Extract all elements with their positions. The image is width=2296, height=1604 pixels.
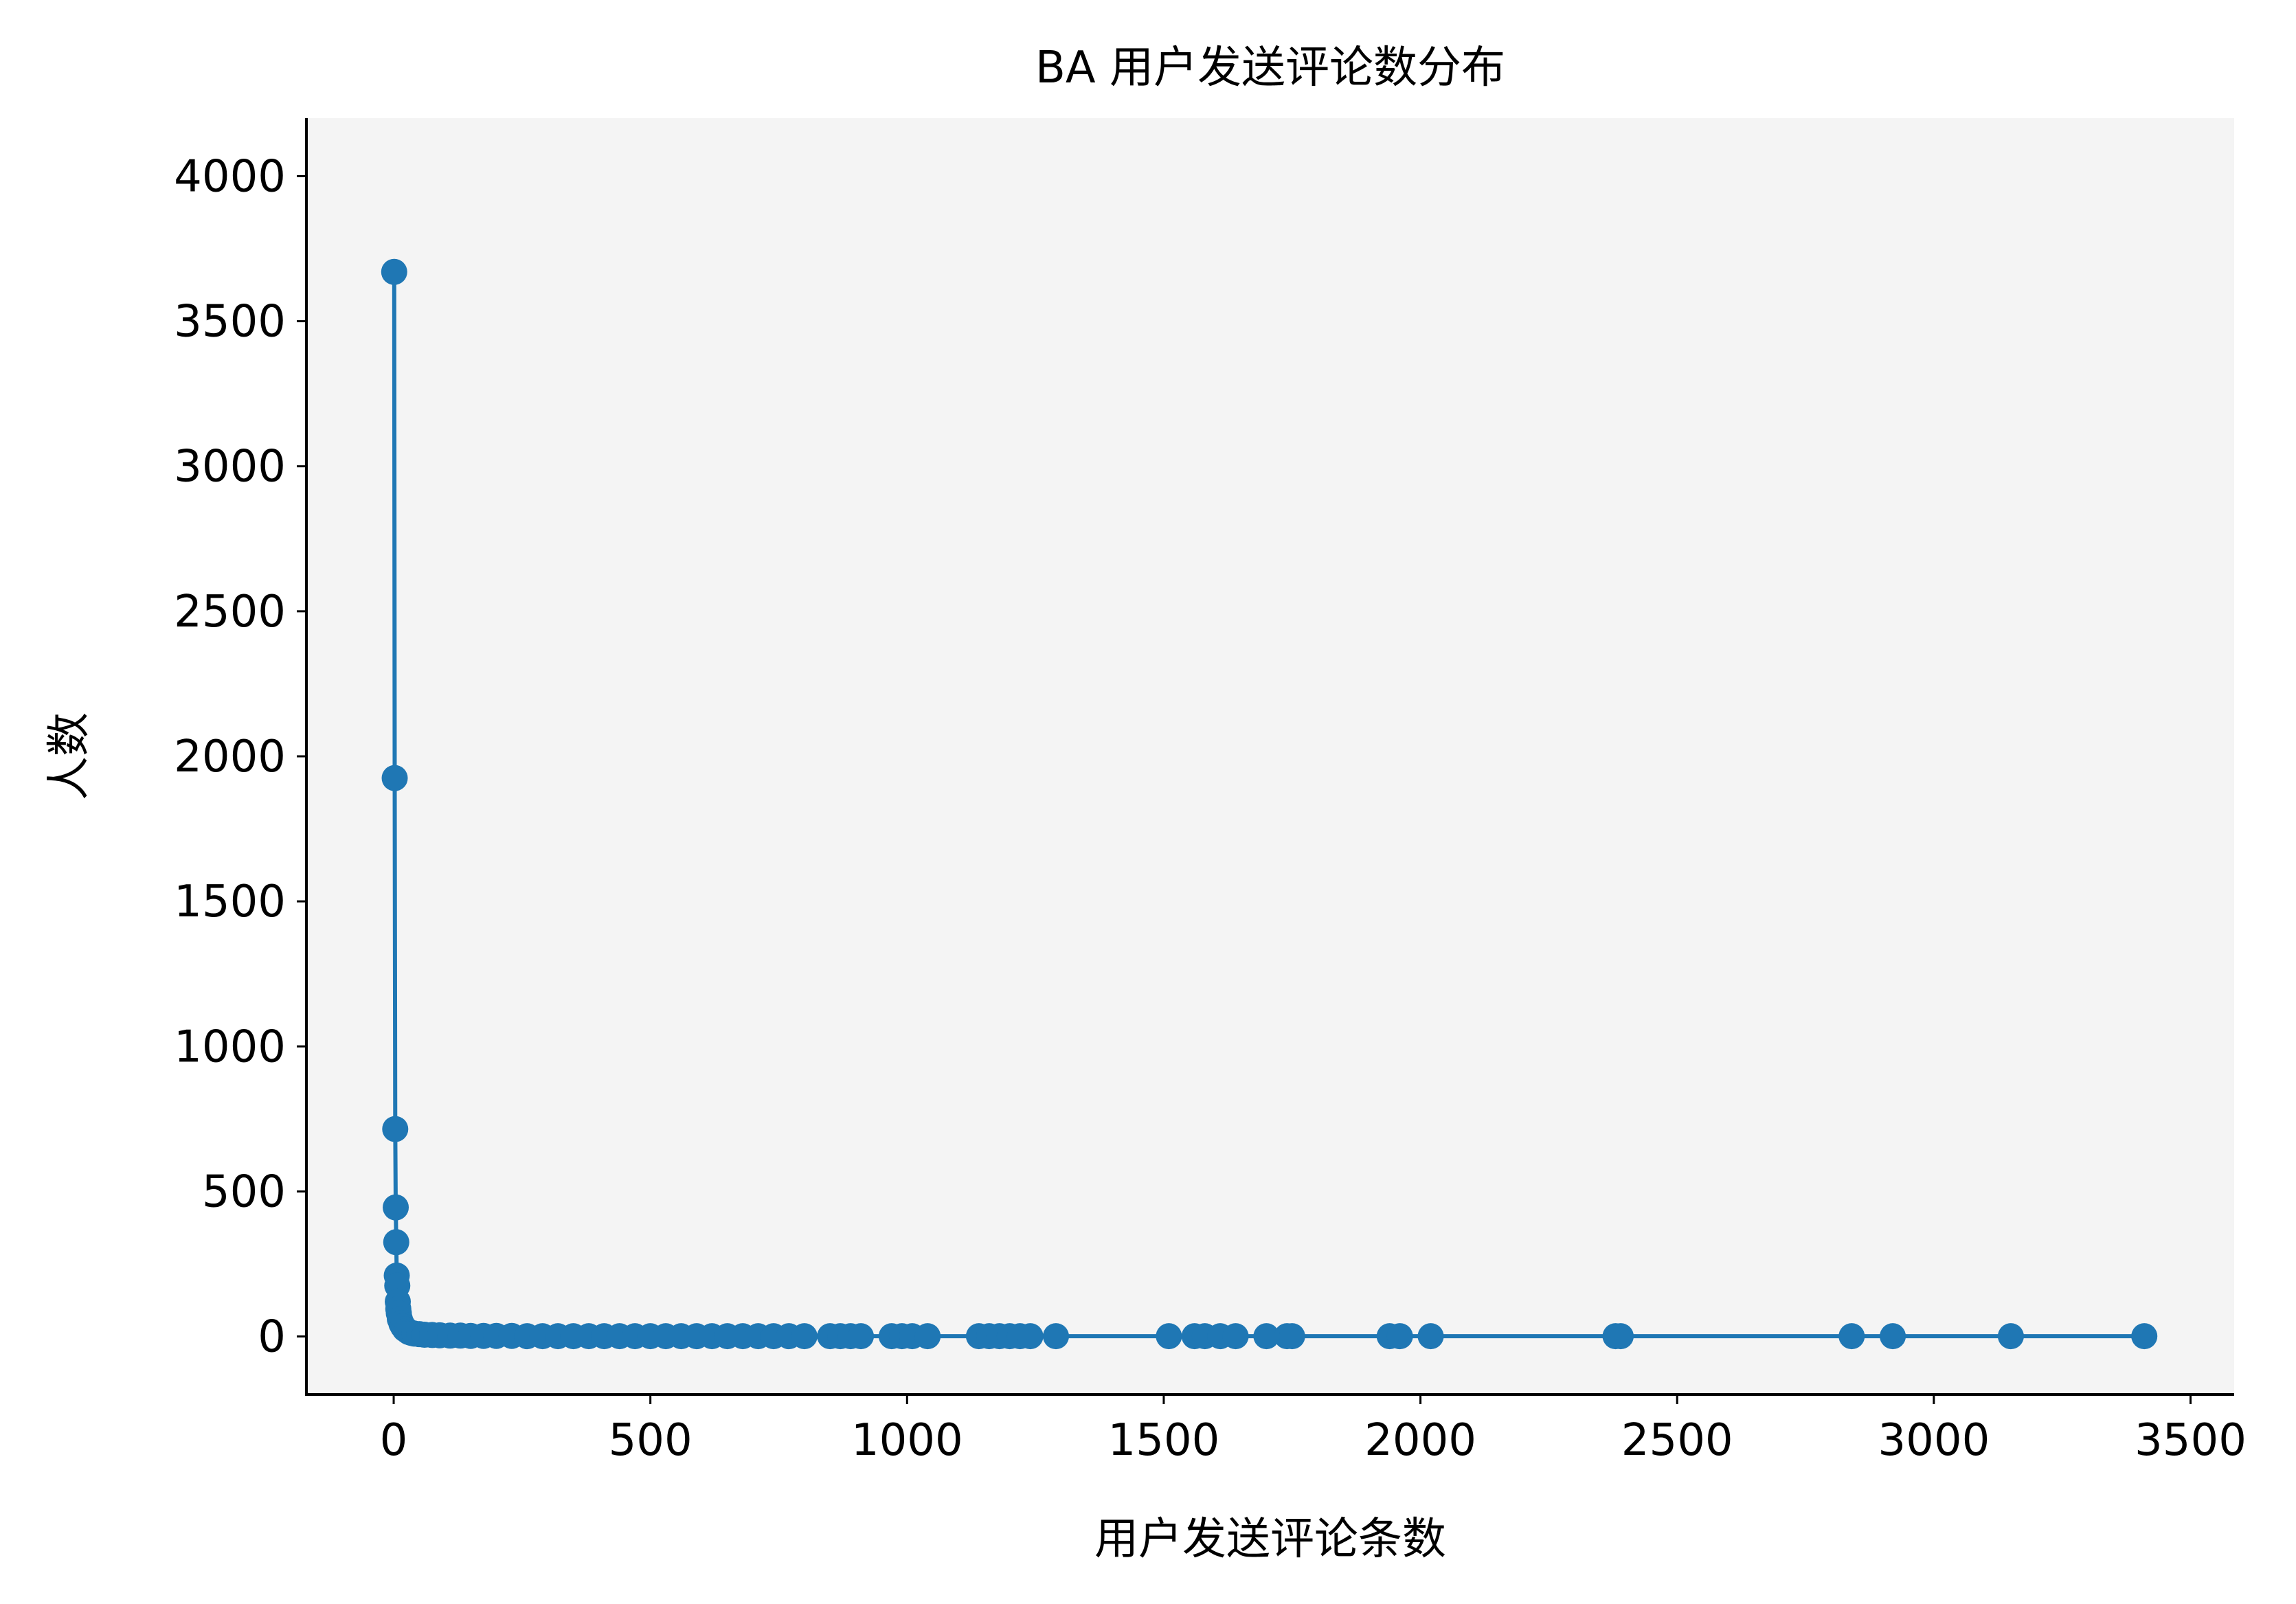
chart-title: BA 用户发送评论数分布: [1035, 43, 1505, 93]
data-point: [381, 258, 407, 285]
data-point: [383, 1194, 409, 1221]
data-point: [1608, 1323, 1634, 1350]
x-axis-title: 用户发送评论条数: [1094, 1514, 1446, 1565]
x-tick-label: 2000: [1364, 1415, 1476, 1466]
y-tick-label: 500: [202, 1166, 286, 1217]
series-layer: [381, 258, 2158, 1350]
data-point: [1386, 1323, 1413, 1350]
x-tick-label: 3000: [1878, 1415, 1990, 1466]
data-point: [848, 1323, 875, 1350]
x-tick-label: 3500: [2135, 1415, 2247, 1466]
data-point: [1017, 1323, 1044, 1350]
x-tick-label: 1500: [1108, 1415, 1220, 1466]
data-point: [914, 1323, 941, 1350]
data-point: [382, 1116, 409, 1142]
x-tick-label: 500: [609, 1415, 693, 1466]
y-tick-label: 3000: [174, 442, 286, 493]
data-point: [1997, 1323, 2024, 1350]
data-point: [1253, 1323, 1280, 1350]
y-axis-title: 人数: [44, 712, 95, 800]
data-point: [1222, 1323, 1249, 1350]
data-point: [1880, 1323, 1906, 1350]
data-point: [1279, 1323, 1305, 1350]
data-point: [1417, 1323, 1444, 1350]
y-tick-label: 2500: [174, 587, 286, 637]
data-point: [1043, 1323, 1070, 1350]
plot-area: [306, 118, 2234, 1394]
data-point: [1838, 1323, 1865, 1350]
x-tick-label: 2500: [1621, 1415, 1733, 1466]
y-ticks: 0 500 1000 1500 2000 2500 3000 3500 4000: [174, 151, 306, 1363]
x-tick-label: 0: [380, 1415, 408, 1466]
data-point: [381, 765, 408, 791]
data-point: [383, 1229, 409, 1256]
y-tick-label: 0: [258, 1312, 286, 1363]
data-point: [2131, 1323, 2158, 1350]
x-ticks: 0 500 1000 1500 2000 2500 3000 3500: [380, 1394, 2247, 1466]
y-tick-label: 3500: [174, 297, 286, 348]
data-point: [1156, 1323, 1182, 1350]
data-point: [791, 1323, 818, 1350]
y-tick-label: 4000: [174, 151, 286, 202]
y-tick-label: 2000: [174, 732, 286, 782]
y-tick-label: 1500: [174, 877, 286, 927]
x-tick-label: 1000: [851, 1415, 963, 1466]
y-tick-label: 1000: [174, 1021, 286, 1072]
